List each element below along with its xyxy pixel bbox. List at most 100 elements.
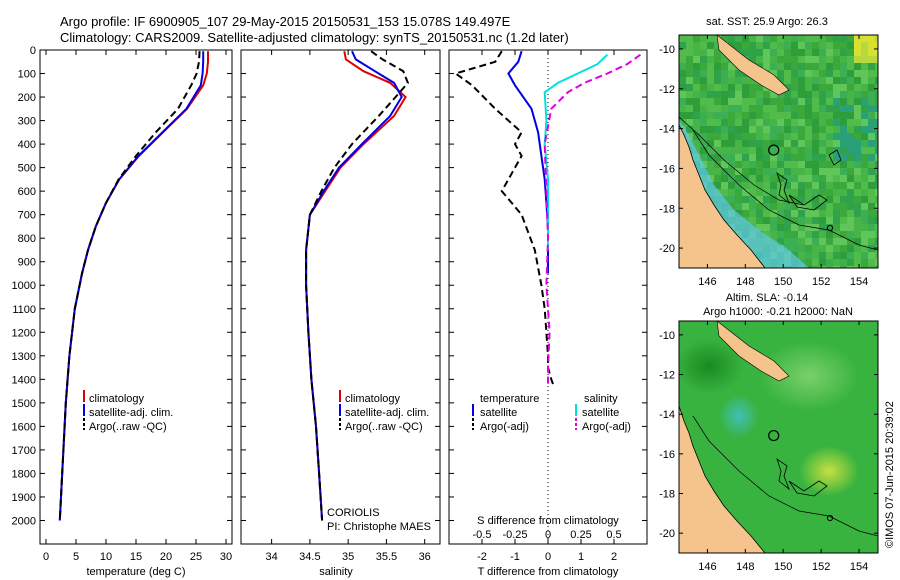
- sst-cell: [721, 91, 728, 98]
- sst-cell: [847, 259, 854, 266]
- sst-cell: [840, 119, 847, 126]
- sst-cell: [819, 196, 826, 203]
- sst-cell: [679, 42, 686, 49]
- sst-cell: [770, 203, 777, 210]
- sst-cell: [826, 56, 833, 63]
- sst-cell: [749, 175, 756, 182]
- sst-cell: [686, 119, 693, 126]
- sst-cell: [805, 126, 812, 133]
- sst-cell: [840, 56, 847, 63]
- depth-tick-label: 1700: [12, 445, 36, 457]
- sst-cell: [693, 105, 700, 112]
- sst-cell: [854, 63, 861, 70]
- sst-cell: [826, 175, 833, 182]
- sst-cell: [756, 105, 763, 112]
- sst-cell: [847, 168, 854, 175]
- sst-cell: [728, 35, 735, 42]
- sst-cell: [854, 182, 861, 189]
- sst-cell: [833, 105, 840, 112]
- sst-cell: [861, 161, 868, 168]
- sst-cell: [728, 133, 735, 140]
- sst-cell: [854, 70, 861, 77]
- sst-cell: [798, 175, 805, 182]
- sst-cell: [812, 70, 819, 77]
- sst-cell: [854, 49, 861, 56]
- sst-cell: [840, 84, 847, 91]
- sla-map-plot: [679, 321, 878, 553]
- sst-cell: [854, 161, 861, 168]
- sst-cell: [777, 63, 784, 70]
- sst-cell: [805, 119, 812, 126]
- sst-cell: [847, 147, 854, 154]
- sst-cell: [735, 140, 742, 147]
- sst-cell: [812, 98, 819, 105]
- sst-cell: [819, 84, 826, 91]
- sst-cell: [714, 42, 721, 49]
- depth-tick-label: 100: [18, 69, 36, 81]
- sst-cell: [784, 168, 791, 175]
- sst-cell: [763, 161, 770, 168]
- sst-cell: [833, 63, 840, 70]
- sst-cell: [777, 168, 784, 175]
- sst-cell: [756, 147, 763, 154]
- sst-cell: [777, 77, 784, 84]
- sst-cell: [833, 203, 840, 210]
- sst-cell: [693, 49, 700, 56]
- sst-cell: [819, 210, 826, 217]
- sst-cell: [861, 203, 868, 210]
- sst-cell: [693, 126, 700, 133]
- sst-cell: [735, 77, 742, 84]
- sst-cell: [714, 168, 721, 175]
- sst-cell: [840, 245, 847, 252]
- sst-cell: [777, 189, 784, 196]
- sst-cell: [840, 196, 847, 203]
- sst-cell: [700, 70, 707, 77]
- sst-cell: [847, 84, 854, 91]
- sst-cell: [770, 231, 777, 238]
- sst-cell: [847, 126, 854, 133]
- sst-reef-3: [828, 149, 842, 166]
- sst-cell: [847, 196, 854, 203]
- sst-cell: [763, 210, 770, 217]
- sst-cell: [875, 105, 878, 112]
- sst-map-title: sat. SST: 25.9 Argo: 26.3: [706, 16, 828, 28]
- sst-cell: [812, 56, 819, 63]
- sst-cell: [714, 98, 721, 105]
- sst-cell: [770, 126, 777, 133]
- sst-cell: [728, 203, 735, 210]
- sst-cell: [812, 140, 819, 147]
- sst-cell: [700, 42, 707, 49]
- sst-cell: [854, 175, 861, 182]
- sst-cell: [784, 161, 791, 168]
- sst-cell: [798, 252, 805, 259]
- sst-cell: [721, 77, 728, 84]
- sla-map-panel: Altim. SLA: -0.14 Argo h1000: -0.21 h200…: [659, 292, 879, 573]
- sst-cell: [840, 231, 847, 238]
- sst-cell: [791, 70, 798, 77]
- sst-cell: [847, 77, 854, 84]
- sst-cell: [679, 98, 686, 105]
- sst-cell: [756, 189, 763, 196]
- sst-cell: [833, 91, 840, 98]
- sst-map-panel: sat. SST: 25.9 Argo: 26.3 146 148 150 152 15…: [659, 16, 879, 288]
- sst-cell: [854, 98, 861, 105]
- sst-cell: [847, 210, 854, 217]
- sst-cell: [742, 105, 749, 112]
- sst-cell: [728, 182, 735, 189]
- sst-cell: [700, 77, 707, 84]
- sst-cell: [728, 98, 735, 105]
- sst-cell: [707, 133, 714, 140]
- sst-cell: [784, 77, 791, 84]
- sst-cell: [707, 63, 714, 70]
- depth-tick-label: 400: [18, 139, 36, 151]
- sst-cell: [868, 259, 875, 266]
- sst-cell: [756, 91, 763, 98]
- sla_map-lat-label: -12: [659, 370, 675, 382]
- s-axis-tick-label: -0.5: [473, 529, 492, 541]
- sst-cell: [854, 91, 861, 98]
- sst-cell: [784, 105, 791, 112]
- sst-cell: [707, 140, 714, 147]
- sst-cell: [784, 42, 791, 49]
- sst-cell: [756, 112, 763, 119]
- sst-cell: [868, 42, 875, 49]
